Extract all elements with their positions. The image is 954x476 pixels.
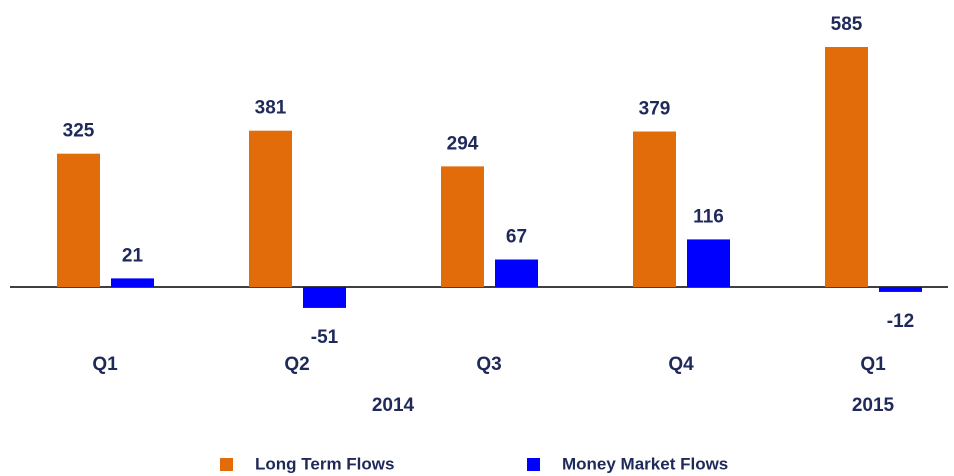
legend-swatch	[527, 458, 540, 471]
bar	[879, 287, 922, 292]
bar	[249, 130, 292, 287]
value-label: 67	[506, 227, 527, 248]
legend-label: Long Term Flows	[255, 454, 394, 473]
value-label: -12	[887, 311, 914, 332]
bar	[111, 278, 154, 287]
group-label: 2014	[372, 395, 415, 416]
bar	[495, 259, 538, 287]
x-tick-label: Q1	[860, 354, 886, 375]
value-label: -51	[311, 327, 339, 348]
x-tick-label: Q1	[92, 354, 118, 375]
x-tick-label: Q4	[668, 354, 694, 375]
legend-swatch	[220, 458, 233, 471]
x-tick-label: Q3	[476, 354, 501, 375]
value-label: 116	[693, 206, 724, 227]
bar	[825, 47, 868, 287]
value-label: 21	[122, 245, 144, 266]
value-label: 381	[255, 98, 287, 119]
legend-label: Money Market Flows	[562, 454, 728, 473]
bar	[633, 131, 676, 287]
x-tick-label: Q2	[284, 354, 309, 375]
bar	[687, 239, 730, 287]
bar	[441, 166, 484, 287]
value-label: 585	[831, 14, 863, 35]
value-label: 379	[639, 99, 671, 120]
bar	[57, 153, 100, 287]
value-label: 294	[447, 133, 479, 154]
group-label: 2015	[852, 395, 895, 416]
bar	[303, 287, 346, 308]
value-label: 325	[63, 121, 95, 142]
